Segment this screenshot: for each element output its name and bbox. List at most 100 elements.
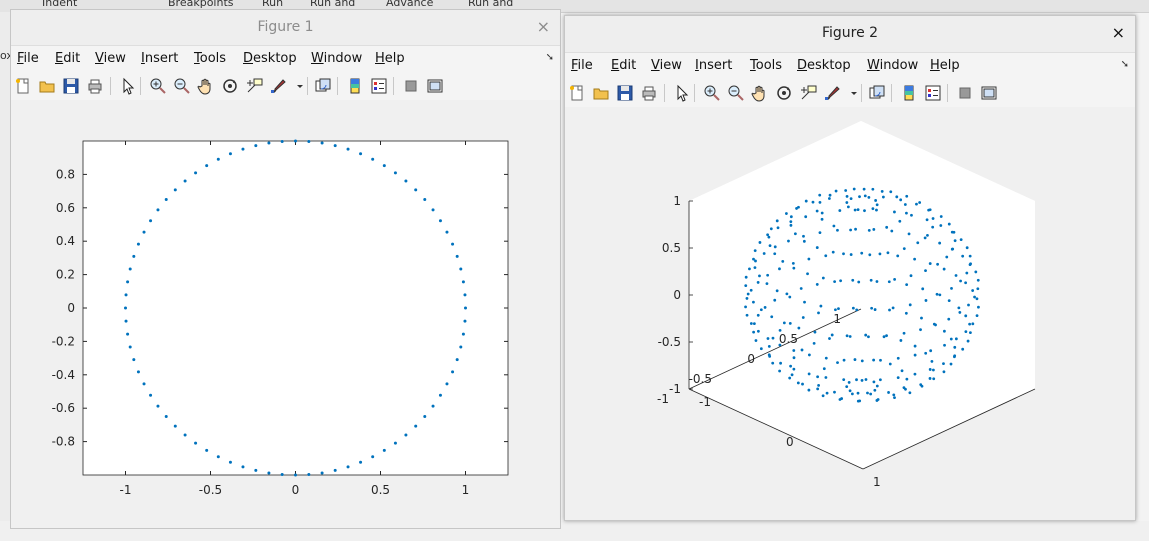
figure-2-data-cursor-icon[interactable]	[799, 84, 817, 102]
figure-1-print-icon[interactable]	[86, 77, 104, 95]
figure-1-save-icon[interactable]	[62, 77, 80, 95]
figure-1-menu-insert[interactable]: Insert	[141, 51, 178, 66]
figure-2-data-point	[939, 215, 943, 218]
figure-1-menu-window[interactable]: Window	[311, 51, 362, 66]
figure-2-data-point	[807, 372, 811, 376]
figure-1-dropdown-arrow-icon[interactable]	[291, 77, 303, 95]
figure-1-data-point	[307, 140, 311, 144]
figure-2-data-point	[902, 331, 906, 335]
figure-1-canvas[interactable]: -1 -0.5 0 0.5 1 0.8 0.6 0.4 0.2 0 -0.2 -0.4 -0.6 -0.8	[11, 100, 560, 528]
figure-2-menu-view[interactable]: View	[651, 58, 682, 73]
figure-1-menu-file-mnemonic: F	[17, 51, 24, 66]
figure-2-menu-help[interactable]: Help	[930, 58, 960, 73]
figure-2-data-point	[875, 384, 879, 388]
figure-2-data-point	[913, 372, 917, 376]
figure-2-print-icon[interactable]	[640, 84, 658, 102]
figure-2-brush-icon[interactable]	[823, 84, 841, 102]
figure-1-zoom-out-icon[interactable]	[173, 77, 191, 95]
figure-2-data-point	[913, 353, 917, 357]
figure-1-new-figure-icon[interactable]	[14, 77, 32, 95]
figure-1-data-cursor-icon[interactable]	[245, 77, 263, 95]
figure-2-data-point	[943, 343, 946, 347]
figure-1-menu-file[interactable]: File	[17, 51, 39, 66]
figure-2-show-plot-tools-icon[interactable]	[980, 84, 998, 102]
figure-2-link-plot-icon[interactable]	[868, 84, 886, 102]
figure-1-open-file-icon[interactable]	[38, 77, 56, 95]
figure-1-menu-tools[interactable]: Tools	[194, 51, 226, 66]
figure-2-data-point	[875, 208, 878, 212]
figure-1-menu-edit[interactable]: Edit	[55, 51, 80, 66]
figure-2-rotate-icon[interactable]	[775, 84, 793, 102]
figure-1-axes[interactable]	[82, 140, 509, 476]
figure-2-data-point	[868, 253, 872, 257]
figure-2-data-point	[942, 329, 946, 333]
figure-2-menu-insert[interactable]: Insert	[695, 58, 732, 73]
figure-1-brush-icon[interactable]	[269, 77, 287, 95]
figure-2-open-file-icon[interactable]	[592, 84, 610, 102]
figure-2-ytick-label: 0.5	[779, 332, 798, 346]
figure-1-pointer-icon[interactable]	[119, 77, 137, 95]
figure-2-data-point	[947, 222, 951, 226]
figure-1-rotate-icon[interactable]	[221, 77, 239, 95]
figure-2-zoom-in-icon[interactable]	[703, 84, 721, 102]
figure-1-legend-icon[interactable]	[370, 77, 388, 95]
figure-2-data-point	[775, 219, 779, 223]
figure-1-menu-help[interactable]: Help	[375, 51, 405, 66]
figure-1-hide-plot-tools-icon[interactable]	[402, 77, 420, 95]
figure-1-dock-arrow-icon[interactable]: ➘	[545, 52, 554, 63]
figure-2-data-point	[902, 247, 906, 251]
figure-2-canvas[interactable]: 1 0.5 0 -0.5 -1 1 0.5 0 -0.5 -1 -1 0 1	[565, 107, 1135, 520]
figure-2-hide-plot-tools-icon[interactable]	[956, 84, 974, 102]
figure-1-menu-desktop[interactable]: Desktop	[243, 51, 297, 66]
figure-1-pan-icon[interactable]	[197, 77, 215, 95]
figure-2-axes-box[interactable]	[689, 121, 1035, 469]
figure-2-data-point	[857, 280, 861, 284]
figure-2-plot[interactable]: 10.50-0.5-110.50-0.5-1 -101	[565, 107, 1135, 520]
figure-1-link-plot-icon[interactable]	[314, 77, 332, 95]
figure-2-save-icon[interactable]	[616, 84, 634, 102]
figure-1-colorbar-icon[interactable]	[346, 77, 364, 95]
figure-2-data-point	[820, 217, 824, 221]
figure-2-data-point	[975, 297, 979, 301]
figure-2-new-figure-icon[interactable]	[568, 84, 586, 102]
figure-2-data-point	[875, 280, 879, 283]
figure-1-titlebar[interactable]: Figure 1 ×	[11, 10, 560, 46]
figure-2-menu-file[interactable]: File	[571, 58, 593, 73]
figure-2-menu-desktop[interactable]: Desktop	[797, 58, 851, 73]
figure-2-menu-view-mnemonic: V	[651, 58, 660, 73]
figure-2-titlebar[interactable]: Figure 2 ×	[565, 16, 1135, 53]
figure-2-menu-edit[interactable]: Edit	[611, 58, 636, 73]
figure-1-menu-view[interactable]: View	[95, 51, 126, 66]
figure-1-menu-window-mnemonic: W	[311, 51, 324, 66]
figure-2-menu-desktop-text: esktop	[807, 58, 851, 73]
figure-2-menu-tools[interactable]: Tools	[750, 58, 782, 73]
figure-1-close-button[interactable]: ×	[536, 17, 550, 36]
figure-2-data-point	[765, 282, 769, 286]
figure-1-data-point	[267, 141, 271, 145]
background-left-panel	[0, 12, 10, 541]
figure-1-menu-help-text: elp	[384, 51, 405, 66]
figure-2-data-point	[854, 227, 857, 231]
figure-2-data-point	[959, 279, 962, 283]
figure-1-zoom-in-icon[interactable]	[149, 77, 167, 95]
figure-2-pan-icon[interactable]	[751, 84, 769, 102]
figure-2-colorbar-icon[interactable]	[900, 84, 918, 102]
bg-run-and-2: Run and	[468, 0, 514, 9]
figure-1-data-point	[149, 393, 153, 397]
figure-2-menu-window[interactable]: Window	[867, 58, 918, 73]
figure-2-data-point	[871, 187, 875, 191]
figure-2-data-point	[905, 211, 908, 215]
figure-2-zoom-out-icon[interactable]	[727, 84, 745, 102]
figure-1-data-point	[173, 188, 177, 192]
figure-2-data-point	[966, 339, 970, 343]
figure-2-dropdown-arrow-icon[interactable]	[845, 84, 857, 102]
figure-2-close-button[interactable]: ×	[1111, 23, 1125, 42]
figure-2-data-point	[936, 262, 939, 266]
figure-2-data-point	[904, 311, 908, 315]
figure-2-legend-icon[interactable]	[924, 84, 942, 102]
figure-1-plot[interactable]: -1 -0.5 0 0.5 1 0.8 0.6 0.4 0.2 0 -0.2 -0.4 -0.6 -0.8	[11, 100, 560, 528]
figure-2-pointer-icon[interactable]	[673, 84, 691, 102]
figure-1-data-point	[241, 465, 245, 469]
figure-2-dock-arrow-icon[interactable]: ➘	[1120, 59, 1129, 70]
figure-1-show-plot-tools-icon[interactable]	[426, 77, 444, 95]
